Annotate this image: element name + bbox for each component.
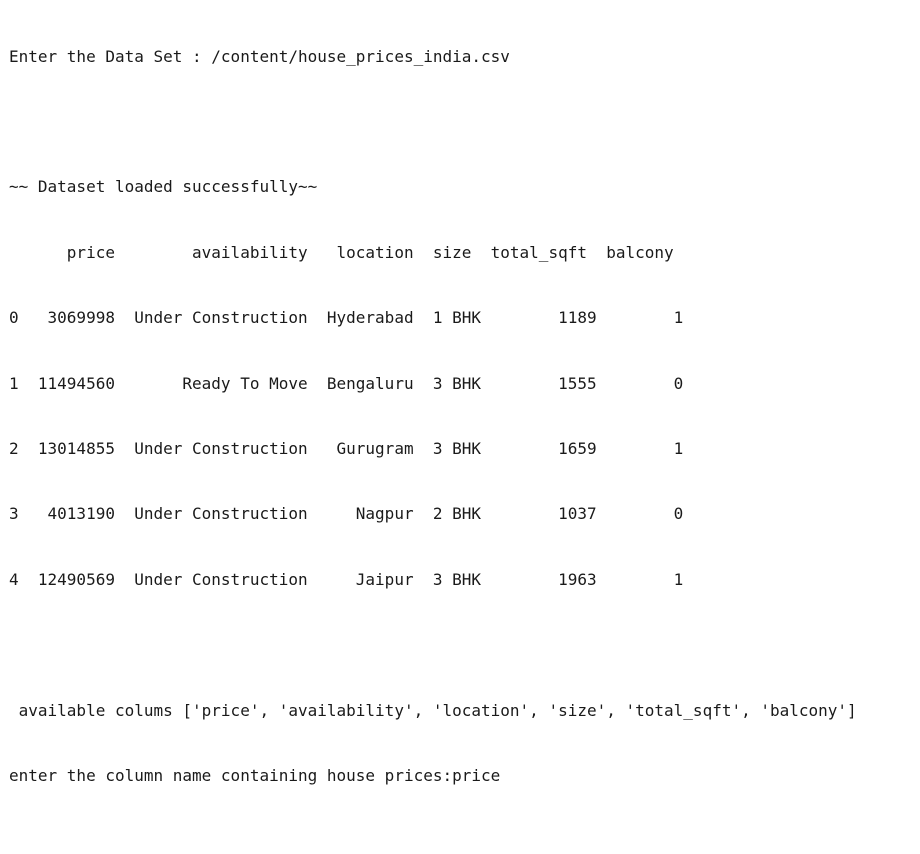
table-row: 0 3069998 Under Construction Hyderabad 1… — [9, 308, 684, 328]
table-row: 1 11494560 Ready To Move Bengaluru 3 BHK… — [9, 373, 684, 393]
dataset-prompt-line: Enter the Data Set : /content/house_pric… — [9, 46, 510, 66]
table-row: 2 13014855 Under Construction Gurugram 3… — [9, 438, 684, 458]
table-header: price availability location size total_s… — [9, 242, 674, 262]
console-output: Enter the Data Set : /content/house_pric… — [9, 2, 909, 854]
blank-line — [9, 634, 909, 656]
table-row: 3 4013190 Under Construction Nagpur 2 BH… — [9, 504, 684, 524]
blank-line — [9, 111, 909, 133]
column-name-prompt: enter the column name containing house p… — [9, 765, 501, 785]
dataset-loaded-message: ~~ Dataset loaded successfully~~ — [9, 177, 318, 197]
table-row: 4 12490569 Under Construction Jaipur 3 B… — [9, 569, 684, 589]
available-columns-line: available colums ['price', 'availability… — [9, 700, 857, 720]
blank-line — [9, 830, 909, 852]
